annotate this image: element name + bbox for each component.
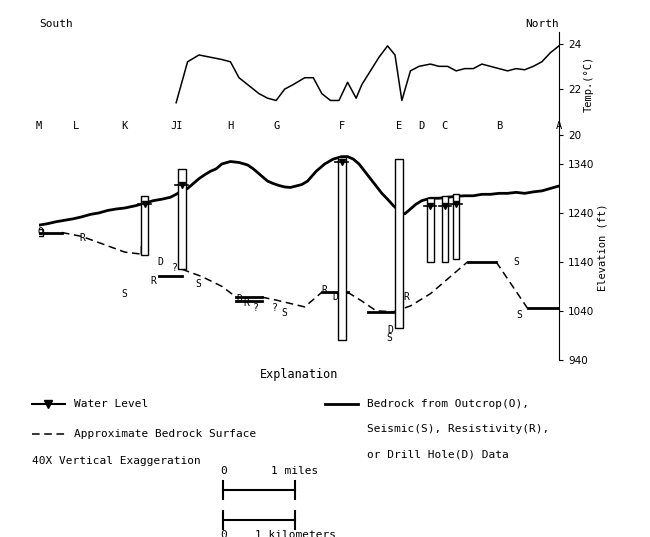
Text: Bedrock from Outcrop(O),: Bedrock from Outcrop(O), — [367, 399, 529, 409]
Text: O: O — [38, 227, 44, 236]
Bar — [453, 194, 460, 259]
Text: D: D — [139, 246, 145, 256]
Text: L: L — [73, 121, 79, 130]
Text: S: S — [122, 289, 127, 299]
Text: ?: ? — [272, 303, 278, 314]
Text: North: North — [525, 19, 559, 29]
Text: ?: ? — [172, 263, 177, 273]
Text: D: D — [442, 253, 448, 263]
Y-axis label: Elevation (ft): Elevation (ft) — [597, 204, 607, 291]
Text: M: M — [36, 121, 42, 130]
Bar — [178, 169, 185, 269]
Text: S: S — [514, 257, 519, 267]
Text: 0: 0 — [220, 529, 227, 537]
Text: D: D — [419, 121, 425, 130]
Text: S: S — [386, 333, 392, 343]
Text: R: R — [79, 234, 84, 243]
Bar — [427, 198, 434, 262]
Text: 0: 0 — [220, 467, 227, 476]
Bar — [31, 229, 43, 236]
Text: D: D — [236, 294, 242, 303]
Bar — [395, 159, 403, 328]
Text: 40X Vertical Exaggeration: 40X Vertical Exaggeration — [32, 456, 201, 466]
Text: R: R — [150, 277, 156, 286]
Text: D: D — [387, 325, 393, 336]
Text: D: D — [158, 257, 164, 267]
Text: S: S — [282, 308, 288, 318]
Text: 1 miles: 1 miles — [272, 467, 318, 476]
Text: F: F — [339, 121, 345, 130]
Text: K: K — [122, 121, 128, 130]
Text: R: R — [244, 299, 250, 308]
Text: S: S — [516, 310, 522, 320]
Bar — [141, 196, 148, 255]
Text: JI: JI — [170, 121, 183, 130]
Text: D: D — [332, 292, 338, 302]
Text: R: R — [322, 285, 328, 295]
Text: ?: ? — [253, 303, 259, 314]
Text: or Drill Hole(D) Data: or Drill Hole(D) Data — [367, 450, 508, 460]
Text: H: H — [227, 121, 233, 130]
Y-axis label: Temp.(°C): Temp.(°C) — [584, 55, 594, 112]
Text: South: South — [39, 19, 73, 29]
Text: B: B — [496, 121, 502, 130]
Text: 1 kilometers: 1 kilometers — [255, 529, 335, 537]
Text: S: S — [195, 279, 201, 289]
Text: Seismic(S), Resistivity(R),: Seismic(S), Resistivity(R), — [367, 424, 549, 434]
Text: Explanation: Explanation — [260, 368, 338, 381]
Text: Water Level: Water Level — [74, 399, 148, 409]
Text: R: R — [404, 292, 410, 302]
Bar — [338, 157, 346, 340]
Text: E: E — [396, 121, 402, 130]
Text: G: G — [273, 121, 280, 130]
Bar — [441, 196, 448, 262]
Text: A: A — [556, 121, 562, 130]
Text: Approximate Bedrock Surface: Approximate Bedrock Surface — [74, 429, 256, 439]
Text: C: C — [441, 121, 448, 130]
